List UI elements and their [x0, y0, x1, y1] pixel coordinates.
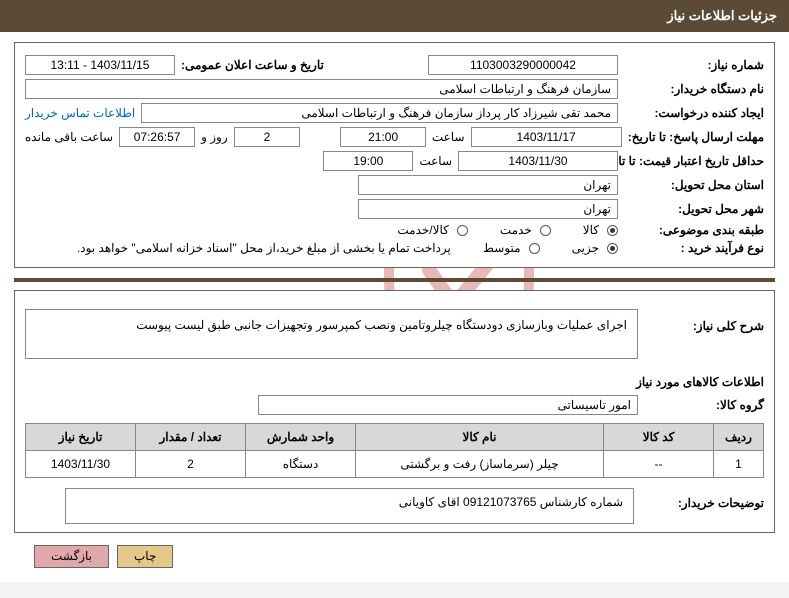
buyer-note-value: شماره کارشناس 09121073765 اقای کاویانی [65, 488, 634, 524]
price-valid-label: حداقل تاریخ اعتبار قیمت: تا تاریخ: [624, 154, 764, 168]
back-button[interactable]: بازگشت [34, 545, 109, 568]
lower-box: شرح کلی نیاز: اجرای عملیات وبازسازی دودس… [14, 290, 775, 533]
panel-title: جزئیات اطلاعات نیاز [667, 8, 777, 23]
table-header: کد کالا [604, 424, 714, 451]
table-cell: 2 [136, 451, 246, 478]
goods-section-title: اطلاعات کالاهای مورد نیاز [25, 375, 764, 389]
buyer-org-label: نام دستگاه خریدار: [624, 82, 764, 96]
buy-type-label: نوع فرآیند خرید : [624, 241, 764, 255]
panel-header: جزئیات اطلاعات نیاز [0, 0, 789, 32]
buyer-org-value: سازمان فرهنگ و ارتباطات اسلامی [25, 79, 618, 99]
table-cell: 1403/11/30 [26, 451, 136, 478]
radio-goods[interactable] [607, 225, 618, 236]
price-valid-date: 1403/11/30 [458, 151, 618, 171]
table-header: واحد شمارش [246, 424, 356, 451]
table-header: ردیف [714, 424, 764, 451]
buy-medium: متوسط [483, 241, 521, 255]
table-cell: -- [604, 451, 714, 478]
content: شماره نیاز: 1103003290000042 تاریخ و ساع… [0, 32, 789, 582]
desc-text: اجرای عملیات وبازسازی دودستگاه چیلروتامی… [25, 309, 638, 359]
radio-medium[interactable] [529, 243, 540, 254]
table-header: تعداد / مقدار [136, 424, 246, 451]
buy-partial: جزیی [572, 241, 599, 255]
province-value: تهران [358, 175, 618, 195]
requester-label: ایجاد کننده درخواست: [624, 106, 764, 120]
days-remaining: 2 [234, 127, 301, 147]
time-remaining: 07:26:57 [119, 127, 195, 147]
table-header: نام کالا [356, 424, 604, 451]
table-cell: 1 [714, 451, 764, 478]
radio-partial[interactable] [607, 243, 618, 254]
radio-service[interactable] [540, 225, 551, 236]
need-no-label: شماره نیاز: [624, 58, 764, 72]
print-button[interactable]: چاپ [117, 545, 173, 568]
table-header: تاریخ نیاز [26, 424, 136, 451]
province-label: استان محل تحویل: [624, 178, 764, 192]
desc-label: شرح کلی نیاز: [644, 303, 764, 333]
remaining-word: ساعت باقی مانده [25, 130, 113, 144]
reply-date: 1403/11/17 [471, 127, 622, 147]
goods-group-value: امور تاسیساتی [258, 395, 638, 415]
table-cell: چیلر (سرماساز) رفت و برگشتی [356, 451, 604, 478]
button-row: چاپ بازگشت [34, 545, 775, 568]
separator [14, 278, 775, 282]
days-word: روز و [201, 130, 228, 144]
goods-table: ردیفکد کالانام کالاواحد شمارشتعداد / مقد… [25, 423, 764, 478]
buyer-contact-link[interactable]: اطلاعات تماس خریدار [25, 106, 135, 120]
cat-both: کالا/خدمت [397, 223, 448, 237]
city-label: شهر محل تحویل: [624, 202, 764, 216]
page: AriaTender.net جزئیات اطلاعات نیاز شماره… [0, 0, 789, 582]
table-row: 1--چیلر (سرماساز) رفت و برگشتیدستگاه2140… [26, 451, 764, 478]
need-no-value: 1103003290000042 [428, 55, 618, 75]
reply-deadline-label: مهلت ارسال پاسخ: تا تاریخ: [628, 130, 764, 144]
cat-service: خدمت [500, 223, 532, 237]
goods-group-label: گروه کالا: [644, 398, 764, 412]
reply-hour: 21:00 [340, 127, 425, 147]
hour-label-1: ساعت [432, 130, 465, 144]
table-cell: دستگاه [246, 451, 356, 478]
hour-label-2: ساعت [419, 154, 452, 168]
announce-value: 1403/11/15 - 13:11 [25, 55, 175, 75]
city-value: تهران [358, 199, 618, 219]
announce-label: تاریخ و ساعت اعلان عمومی: [181, 58, 324, 72]
category-label: طبقه بندی موضوعی: [624, 223, 764, 237]
price-valid-hour: 19:00 [323, 151, 413, 171]
requester-value: محمد تقی شیرزاد کار پرداز سازمان فرهنگ و… [141, 103, 618, 123]
buyer-note-label: توضیحات خریدار: [644, 488, 764, 510]
cat-goods: کالا [583, 223, 599, 237]
radio-both[interactable] [457, 225, 468, 236]
details-box: شماره نیاز: 1103003290000042 تاریخ و ساع… [14, 42, 775, 268]
pay-note: پرداخت تمام یا بخشی از مبلغ خرید،از محل … [77, 241, 451, 255]
